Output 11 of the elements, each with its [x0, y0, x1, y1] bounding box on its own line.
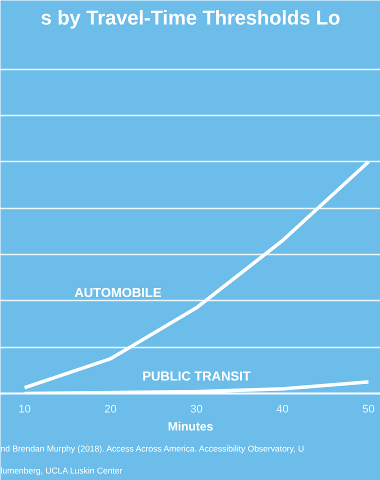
x-tick-label: 50 — [362, 404, 375, 416]
x-tick-label: 40 — [276, 404, 289, 416]
x-tick-label: 20 — [104, 404, 117, 416]
chart-title: s by Travel-Time Thresholds Lo — [40, 8, 340, 30]
text: lumenberg, UCLA Luskin Center — [0, 466, 123, 476]
x-tick-label: 10 — [18, 404, 31, 416]
series-label: AUTOMOBILE — [74, 284, 162, 300]
text: nd Brendan Murphy (2018). Access Across America. Accessibility Observatory, U — [0, 444, 304, 454]
series-label: PUBLIC TRANSIT — [142, 368, 251, 384]
x-tick-label: 30 — [190, 404, 203, 416]
x-axis-title: Minutes — [168, 420, 214, 434]
